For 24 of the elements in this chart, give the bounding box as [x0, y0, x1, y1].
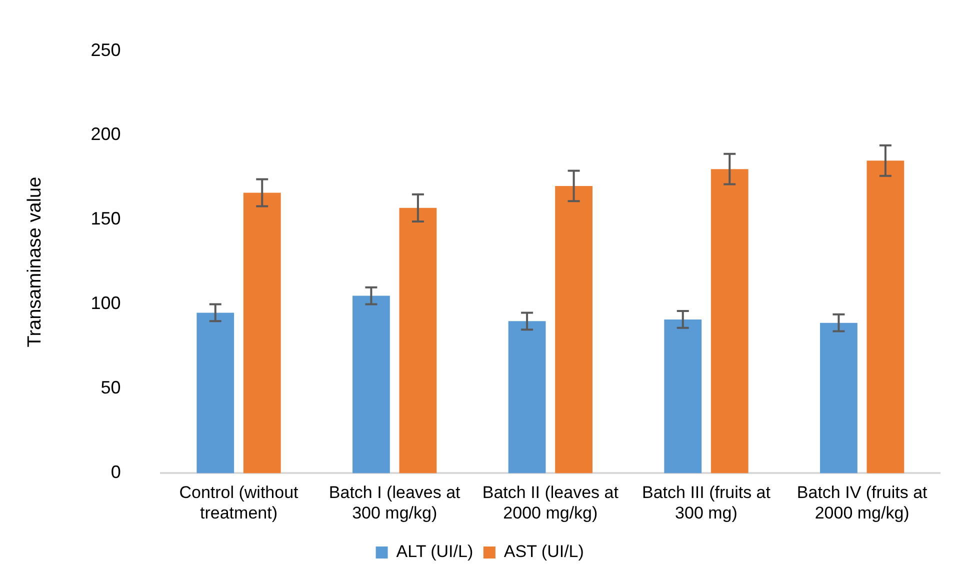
- legend-label: AST (UI/L): [504, 542, 584, 562]
- bar: [243, 192, 281, 474]
- y-tick-label: 100: [90, 293, 121, 314]
- bar: [399, 208, 437, 474]
- x-tick-label: Control (without treatment): [179, 483, 299, 522]
- bar: [352, 296, 390, 474]
- x-tick-label: Batch I (leaves at 300 mg/kg): [328, 483, 461, 522]
- y-tick-label: 50: [100, 378, 121, 398]
- x-tick-label: Batch IV (fruits at 2000 mg/kg): [796, 483, 928, 522]
- bar: [710, 169, 748, 474]
- bar: [820, 322, 858, 474]
- bar: [866, 160, 904, 474]
- y-tick-label: 0: [110, 462, 121, 482]
- y-tick-label: 250: [90, 40, 121, 60]
- bar: [508, 321, 546, 474]
- y-tick-label: 150: [90, 208, 121, 229]
- bar: [196, 312, 234, 474]
- y-tick-label: 200: [90, 124, 121, 144]
- legend-label: ALT (UI/L): [396, 542, 474, 562]
- x-tick-label: Batch III (fruits at 300 mg): [642, 483, 771, 522]
- bar: [555, 186, 592, 474]
- y-axis-title: Transaminase value: [24, 176, 46, 348]
- x-tick-label: Batch II (leaves at 2000 mg/kg): [482, 483, 619, 522]
- bar: [664, 319, 702, 474]
